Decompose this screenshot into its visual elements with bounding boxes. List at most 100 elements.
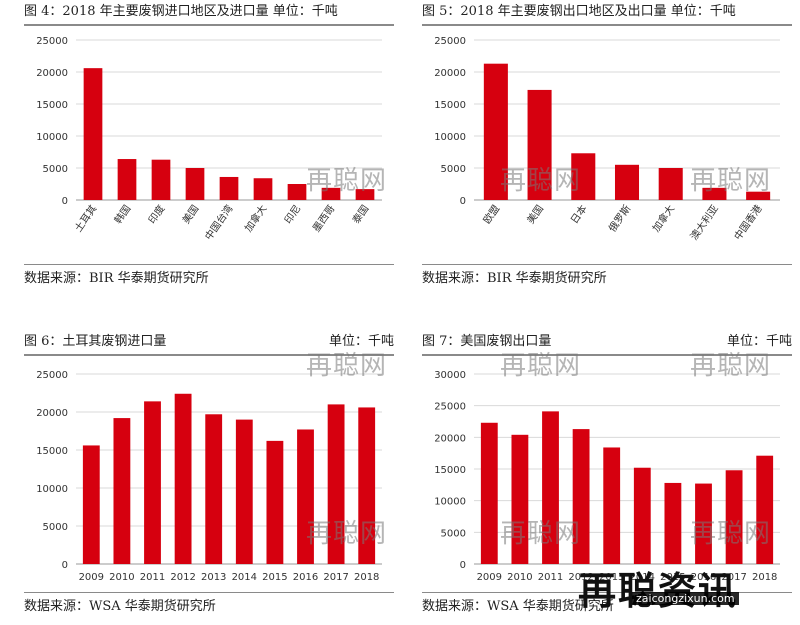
- y-tick-label: 25000: [434, 36, 466, 47]
- title-rule: [24, 354, 394, 356]
- x-tick-label: 俄罗斯: [606, 202, 634, 234]
- bar: [527, 89, 552, 200]
- x-tick-label: 澳大利亚: [687, 202, 721, 242]
- x-tick-label: 2018: [752, 572, 777, 583]
- watermark: 再聪网: [306, 519, 388, 549]
- chart-title: 图 5：2018 年主要废钢出口地区及出口量 单位：千吨: [422, 4, 736, 19]
- bar: [358, 407, 376, 564]
- bar-chart: 0 5000 10000 15000 20000 25000 欧盟 美国 日本 俄罗斯 加拿大 澳大利…: [434, 36, 780, 242]
- brand-logo: 再聪资讯: [578, 569, 739, 613]
- x-tick-label: 印尼: [282, 203, 303, 226]
- bar: [327, 404, 345, 564]
- source-rule: [24, 592, 394, 593]
- bar: [658, 168, 683, 200]
- x-tick-label: 加拿大: [649, 202, 677, 234]
- y-tick-label: 20000: [434, 68, 466, 79]
- bar: [572, 429, 590, 564]
- x-tick-label: 美国: [179, 202, 201, 226]
- chart-title: 图 7：美国废钢出口量: [422, 334, 552, 349]
- source-rule: [422, 592, 792, 593]
- y-tick-label: 0: [460, 196, 466, 207]
- bar: [483, 63, 508, 201]
- watermark: 再聪网: [690, 519, 772, 549]
- bar: [603, 447, 621, 564]
- y-tick-label: 20000: [36, 408, 68, 419]
- x-tick-label: 2011: [140, 572, 165, 583]
- y-tick-label: 0: [460, 560, 466, 571]
- y-tick-label: 15000: [434, 465, 466, 476]
- bar: [174, 393, 192, 564]
- x-tick-label: 2010: [109, 572, 134, 583]
- y-tick-label: 15000: [434, 100, 466, 111]
- y-tick-label: 20000: [36, 68, 68, 79]
- bar: [83, 68, 103, 200]
- watermark: 再聪网: [500, 351, 582, 381]
- y-tick-label: 10000: [434, 497, 466, 508]
- panel-title-bar: 图 4：2018 年主要废钢进口地区及进口量 单位：千吨: [24, 2, 394, 22]
- x-tick-label: 2016: [691, 572, 716, 583]
- panel-fig6: 图 6：土耳其废钢进口量 单位：千吨 0 5000 10000 15000 20000 2…: [24, 332, 394, 622]
- y-tick-label: 5000: [43, 522, 68, 533]
- source-note: 数据来源：WSA 华泰期货研究所: [422, 599, 614, 614]
- x-tick-label: 2015: [660, 572, 685, 583]
- unit-label: 单位：千吨: [726, 334, 792, 349]
- source-rule: [422, 264, 792, 265]
- bar: [664, 482, 682, 564]
- bar: [205, 414, 223, 564]
- x-tick-label: 2013: [599, 572, 624, 583]
- source-note: 数据来源：WSA 华泰期货研究所: [24, 599, 216, 614]
- bar: [235, 419, 253, 564]
- bar: [702, 187, 727, 200]
- x-tick-label: 美国: [524, 202, 546, 226]
- x-tick-label: 2012: [170, 572, 195, 583]
- x-tick-label: 2016: [293, 572, 318, 583]
- y-tick-label: 30000: [434, 370, 466, 381]
- x-tick-label: 中国台湾: [202, 202, 236, 242]
- title-rule: [24, 24, 394, 26]
- x-tick-label: 印度: [145, 202, 167, 226]
- x-tick-label: 2014: [232, 572, 257, 583]
- bar: [695, 483, 712, 564]
- bar: [287, 184, 307, 200]
- bar: [321, 187, 341, 200]
- watermark: 再聪网: [500, 166, 582, 196]
- bar: [144, 401, 161, 564]
- bar: [725, 470, 743, 564]
- x-tick-label: 2015: [262, 572, 287, 583]
- x-tick-label: 2018: [354, 572, 379, 583]
- bar: [355, 189, 375, 200]
- title-rule: [422, 354, 792, 356]
- x-tick-label: 2010: [507, 572, 532, 583]
- y-tick-label: 5000: [441, 528, 466, 539]
- y-tick-label: 5000: [43, 164, 68, 175]
- x-tick-label: 2012: [568, 572, 593, 583]
- y-tick-label: 10000: [36, 484, 68, 495]
- y-tick-label: 10000: [36, 132, 68, 143]
- bar: [185, 168, 205, 200]
- y-tick-label: 5000: [441, 164, 466, 175]
- source-rule: [24, 264, 394, 265]
- x-tick-label: 墨西哥: [310, 203, 337, 234]
- watermark: 再聪网: [500, 519, 582, 549]
- brand-site: zaicongzixun.com: [632, 592, 739, 605]
- y-tick-label: 25000: [434, 402, 466, 413]
- x-tick-label: 泰国: [349, 202, 371, 226]
- x-tick-label: 2017: [721, 572, 746, 583]
- x-tick-label: 2009: [477, 572, 502, 583]
- x-tick-label: 土耳其: [72, 202, 100, 234]
- chart-title: 图 6：土耳其废钢进口量: [24, 334, 167, 349]
- bar: [571, 153, 596, 200]
- bar: [746, 191, 771, 200]
- panel-fig4: 图 4：2018 年主要废钢进口地区及进口量 单位：千吨 0 5000 10000 1…: [24, 2, 394, 302]
- y-tick-label: 15000: [36, 446, 68, 457]
- y-tick-label: 0: [62, 560, 68, 571]
- bar: [266, 440, 284, 564]
- x-tick-label: 2011: [538, 572, 563, 583]
- x-tick-label: 欧盟: [481, 203, 502, 226]
- unit-label: 单位：千吨: [328, 334, 394, 349]
- panel-title-bar: 图 5：2018 年主要废钢出口地区及出口量 单位：千吨: [422, 2, 792, 22]
- x-tick-label: 2017: [323, 572, 348, 583]
- chart-title: 图 4：2018 年主要废钢进口地区及进口量 单位：千吨: [24, 4, 338, 19]
- panel-fig7: 图 7：美国废钢出口量 单位：千吨 0 5000 10000 15000 20000 25…: [422, 332, 792, 622]
- bar: [113, 418, 131, 564]
